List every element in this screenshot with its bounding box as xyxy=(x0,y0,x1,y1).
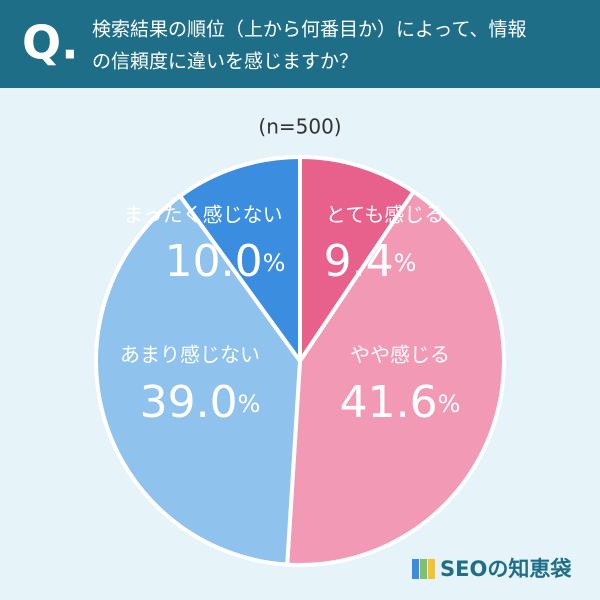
value-number: 41.6 xyxy=(340,377,438,428)
logo-icon xyxy=(412,559,419,579)
slice-value: 39.0% xyxy=(140,377,261,428)
logo: SEOの知恵袋 xyxy=(412,557,572,581)
question-line: の信頼度に違いを感じますか？ xyxy=(92,51,358,73)
pie-slice xyxy=(177,154,302,368)
header-bar xyxy=(0,0,600,88)
value-unit: % xyxy=(438,390,461,418)
pie-slice xyxy=(94,193,303,567)
slice-label: とても感じる xyxy=(326,203,444,227)
slice-value: 41.6% xyxy=(340,377,461,428)
slice-value: 9.4% xyxy=(324,236,417,287)
value-unit: % xyxy=(394,249,417,277)
value-unit: % xyxy=(238,390,261,418)
pie: とても感じる 9.4% やや感じる 41.6% あまり感じない 39.0% まったく感じない… xyxy=(94,154,506,567)
logo-text: SEOの知恵袋 xyxy=(440,557,572,581)
sample-size: (n=500) xyxy=(258,115,341,139)
q-mark: Q. xyxy=(22,16,79,70)
slice-label: やや感じる xyxy=(350,343,450,367)
value-unit: % xyxy=(263,249,286,277)
pie-slice xyxy=(298,154,417,368)
value-number: 10.0 xyxy=(165,236,263,287)
logo-icon xyxy=(420,559,427,579)
slice-value: 10.0% xyxy=(165,236,286,287)
slice-label: あまり感じない xyxy=(120,343,260,367)
question-line: 検索結果の順位（上から何番目か）によって、情報 xyxy=(92,19,527,41)
value-number: 9.4 xyxy=(324,236,394,287)
slice-label: まったく感じない xyxy=(123,203,282,227)
pie-slice xyxy=(285,188,506,567)
logo-icon xyxy=(428,559,435,579)
value-number: 39.0 xyxy=(140,377,238,428)
